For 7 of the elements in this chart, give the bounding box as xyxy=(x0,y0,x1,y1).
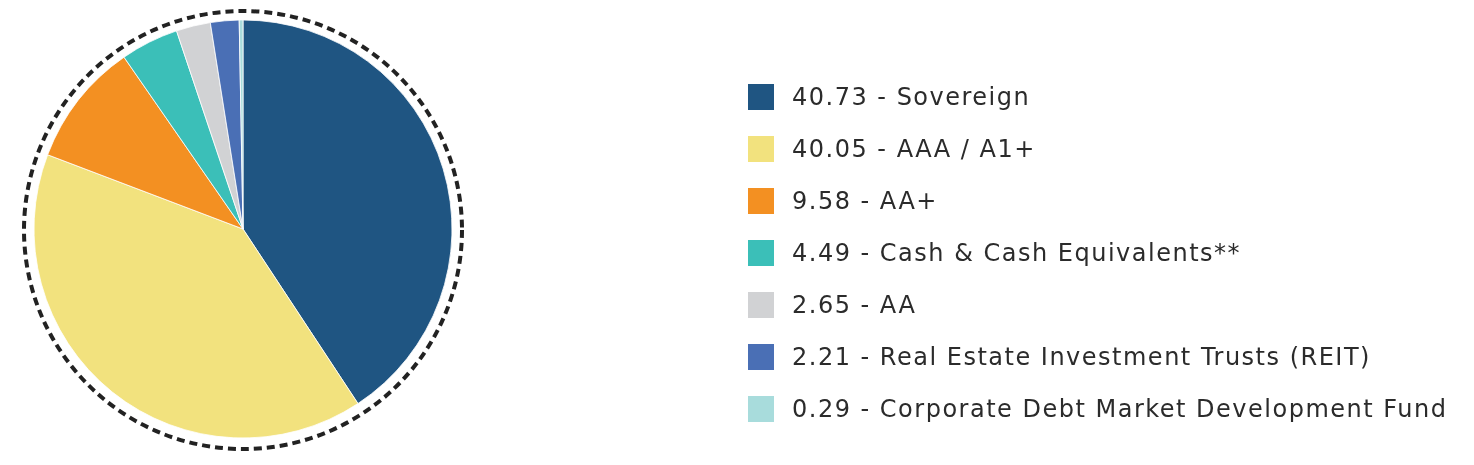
legend-label: 2.65 - AA xyxy=(792,291,917,320)
legend-label: 2.21 - Real Estate Investment Trusts (REIT) xyxy=(792,343,1371,372)
legend-label: 4.49 - Cash & Cash Equivalents** xyxy=(792,239,1242,268)
legend-label: 9.58 - AA+ xyxy=(792,187,938,216)
legend-label: 0.29 - Corporate Debt Market Development Fund xyxy=(792,395,1448,424)
legend-label: 40.73 - Sovereign xyxy=(792,83,1031,112)
legend-label: 40.05 - AAA / A1+ xyxy=(792,135,1036,164)
